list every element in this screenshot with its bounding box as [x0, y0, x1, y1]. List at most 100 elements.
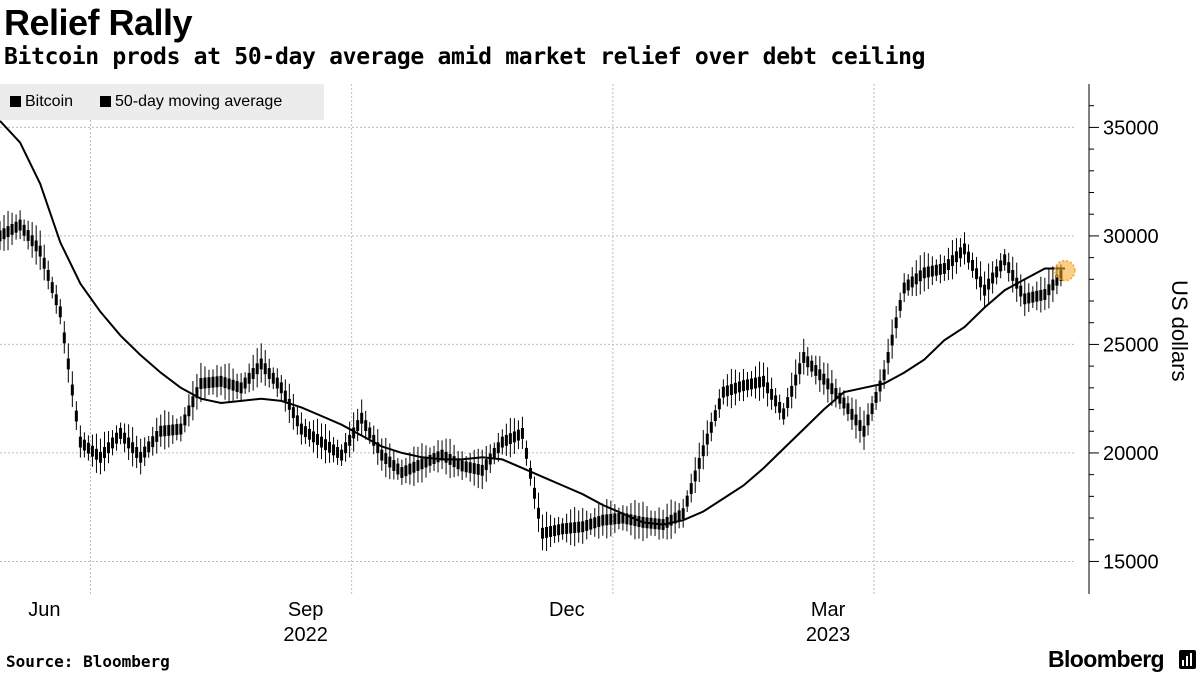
bitcoin-candle-body: [874, 391, 878, 403]
bitcoin-candle-body: [416, 460, 420, 471]
bitcoin-candle-body: [396, 463, 400, 475]
x-tick-label: Sep: [288, 599, 324, 621]
bitcoin-candle-body: [902, 282, 906, 294]
bitcoin-candle-body: [826, 378, 830, 390]
bitcoin-candle-body: [464, 461, 468, 473]
bitcoin-candle-body: [1043, 289, 1047, 300]
bitcoin-candle-body: [766, 382, 770, 394]
bitcoin-candle-body: [352, 427, 356, 439]
y-tick-label: 35000: [1103, 117, 1159, 139]
bitcoin-candle-body: [315, 434, 319, 445]
grid-lines: [0, 84, 1075, 594]
bitcoin-candle-body: [621, 512, 625, 524]
bitcoin-candle-body: [886, 352, 890, 363]
bitcoin-candle-body: [143, 446, 147, 458]
bitcoin-candle-body: [918, 270, 922, 282]
bitcoin-candle-body: [524, 447, 528, 459]
bitcoin-candle-body: [991, 272, 995, 284]
bitcoin-candle-body: [384, 453, 388, 465]
bitcoin-candle-body: [693, 470, 697, 482]
bitcoin-candle-body: [553, 525, 557, 537]
bitcoin-candle-body: [231, 379, 235, 391]
bitcoin-candle-body: [1055, 274, 1059, 286]
bitcoin-candle-body: [38, 245, 42, 257]
bitcoin-candle-body: [774, 395, 778, 407]
bitcoin-candle-body: [537, 507, 541, 519]
y-tick-label: 15000: [1103, 551, 1159, 573]
bitcoin-candle-body: [392, 460, 396, 471]
bitcoin-candle-body: [850, 408, 854, 420]
bitcoin-candle-body: [356, 420, 360, 432]
bitcoin-candle-body: [440, 449, 444, 461]
bitcoin-candle-body: [798, 363, 802, 375]
bitcoin-candle-body: [30, 235, 34, 247]
bitcoin-candle-body: [484, 459, 488, 471]
bitcoin-candle-body: [532, 487, 536, 499]
bitcoin-candle-body: [898, 299, 902, 311]
chart-subtitle: Bitcoin prods at 50-day average amid mar…: [4, 44, 926, 70]
bitcoin-candle-body: [111, 437, 115, 449]
bitcoin-candle-body: [219, 375, 223, 387]
bitcoin-candle-body: [818, 369, 822, 381]
bitcoin-candle-body: [263, 363, 267, 375]
bitcoin-candle-body: [115, 432, 119, 444]
bitcoin-candle-body: [962, 243, 966, 255]
bitcoin-candle-body: [14, 221, 18, 233]
bitcoin-candle-body: [573, 522, 577, 534]
bitcoin-candle-body: [914, 273, 918, 285]
bitcoin-candle-body: [239, 382, 243, 394]
bitcoin-candle-body: [135, 447, 139, 458]
bitcoin-candle-body: [979, 276, 983, 288]
bitcoin-candle-body: [54, 294, 58, 306]
bitcoin-candle-body: [344, 442, 348, 454]
bitcoin-candle-body: [107, 442, 111, 454]
bitcoin-candle-body: [62, 332, 66, 344]
bitcoin-candle-body: [215, 376, 219, 388]
bitcoin-candle-body: [609, 513, 613, 525]
bitcoin-candle-body: [127, 437, 131, 449]
bitcoin-candle-body: [42, 257, 46, 269]
bitcoin-candle-body: [336, 447, 340, 458]
bitcoin-candle-body: [717, 398, 721, 410]
bitcoin-candle-body: [689, 483, 693, 494]
bitcoin-candle-body: [380, 449, 384, 461]
bitcoin-candle-body: [295, 415, 299, 427]
bitcoin-candle-body: [1047, 284, 1051, 296]
bitcoin-candle-body: [754, 377, 758, 389]
bitcoin-candle-body: [388, 456, 392, 468]
bitcoin-candle-body: [34, 240, 38, 252]
bitcoin-candle-body: [195, 387, 199, 399]
bitcoin-candle-body: [207, 377, 211, 389]
bitcoin-candle-body: [958, 247, 962, 259]
bitcoin-candle-body: [199, 378, 203, 389]
bitcoin-candle-body: [496, 442, 500, 454]
bitcoin-candle-body: [223, 377, 227, 389]
bitcoin-candle-body: [971, 260, 975, 271]
bitcoin-candle-body: [404, 465, 408, 477]
bitcoin-candle-body: [376, 442, 380, 454]
bitcoin-candle-body: [364, 420, 368, 432]
bitcoin-candle-body: [633, 515, 637, 527]
bitcoin-candle-body: [155, 431, 159, 442]
bitcoin-candle-body: [906, 279, 910, 291]
bitcoin-candle-body: [1007, 262, 1011, 274]
bitcoin-candle-body: [255, 363, 259, 375]
bitcoin-candle-body: [235, 381, 239, 392]
series-layer: [0, 120, 1065, 552]
bitcoin-candle-body: [549, 526, 553, 537]
bitcoin-candle-body: [585, 519, 589, 531]
bitcoin-candle-body: [476, 464, 480, 475]
bitcoin-candle-body: [94, 448, 98, 460]
bitcoin-candle-body: [74, 410, 78, 422]
bitcoin-candle-body: [838, 392, 842, 404]
bitcoin-candle-body: [187, 405, 191, 417]
bitcoin-candle-body: [999, 260, 1003, 272]
bitcoin-candle-body: [709, 421, 713, 433]
bitcoin-candle-body: [790, 385, 794, 397]
bitcoin-candle-body: [806, 356, 810, 368]
bitcoin-candle-body: [139, 451, 143, 463]
bitcoin-candle-body: [211, 376, 215, 388]
bitcoin-candle-body: [171, 424, 175, 436]
bitcoin-candle-body: [950, 255, 954, 267]
